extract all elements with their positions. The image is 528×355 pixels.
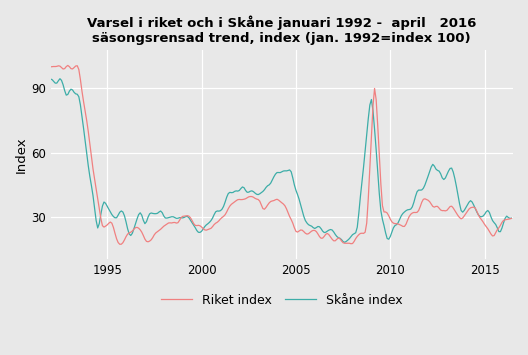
Skåne index xyxy=(48,77,54,81)
Riket index xyxy=(48,65,54,69)
Line: Skåne index: Skåne index xyxy=(51,79,512,242)
Riket index xyxy=(211,223,218,227)
Skåne index xyxy=(401,210,408,214)
Riket index xyxy=(401,224,408,229)
Riket index xyxy=(508,216,515,220)
Skåne index xyxy=(77,103,83,107)
Title: Varsel i riket och i Skåne januari 1992 -  april   2016
säsongsrensad trend, ind: Varsel i riket och i Skåne januari 1992 … xyxy=(87,15,476,45)
Line: Riket index: Riket index xyxy=(51,65,512,244)
Riket index xyxy=(194,223,200,228)
Skåne index xyxy=(441,178,447,182)
Y-axis label: Index: Index xyxy=(15,136,28,173)
Skåne index xyxy=(508,216,515,220)
Skåne index xyxy=(123,220,129,224)
Riket index xyxy=(64,63,71,67)
Skåne index xyxy=(192,225,199,230)
Legend: Riket index, Skåne index: Riket index, Skåne index xyxy=(156,289,408,312)
Riket index xyxy=(77,77,83,82)
Riket index xyxy=(441,208,447,213)
Riket index xyxy=(125,232,131,236)
Skåne index xyxy=(210,216,216,220)
Riket index xyxy=(117,242,123,246)
Skåne index xyxy=(57,77,63,81)
Skåne index xyxy=(342,240,348,244)
